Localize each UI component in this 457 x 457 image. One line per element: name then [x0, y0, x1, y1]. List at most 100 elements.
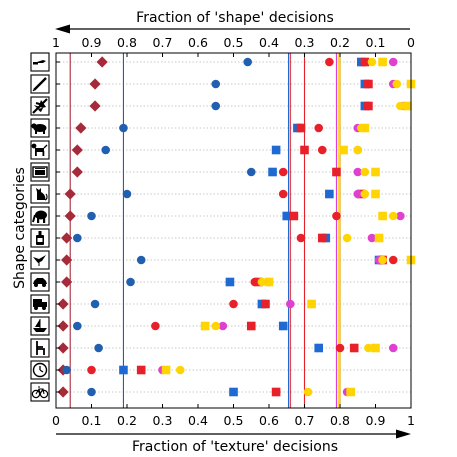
marker-darkblue-elephant — [87, 211, 96, 221]
marker-brown-car — [61, 276, 73, 288]
marker-blue-clock — [119, 365, 128, 375]
bottom-tick-label: 1 — [407, 413, 415, 428]
marker-brown-bicycle — [57, 386, 69, 398]
marker-red-circle-dog — [317, 145, 327, 155]
marker-red-square-pencil — [364, 79, 373, 89]
bottom-tick-label: 0 — [52, 413, 60, 428]
clock-icon — [30, 360, 50, 380]
bottom-tick-label: 0.4 — [188, 413, 208, 428]
marker-yellow-square-elephant — [378, 211, 387, 221]
marker-red-circle-boat — [151, 321, 160, 331]
bird-icon — [30, 250, 50, 270]
pencil-icon — [30, 74, 50, 94]
top-tick-label: 0.8 — [117, 35, 137, 50]
marker-yellow-circle-clock — [175, 365, 185, 375]
marker-red-circle-truck — [229, 299, 238, 309]
marker-yellow-square-clock — [161, 365, 171, 375]
top-tick-label: 0.3 — [295, 35, 315, 50]
bottom-axis-arrowhead — [396, 429, 411, 439]
top-tick-label: 0.2 — [330, 35, 350, 50]
marker-red-circle-oven — [278, 167, 288, 177]
marker-red-circle-bird — [388, 255, 398, 265]
truck-icon — [30, 294, 50, 314]
marker-blue-boat — [278, 321, 288, 331]
top-tick-label: 0.4 — [259, 35, 279, 50]
marker-brown-airplane — [89, 100, 101, 112]
marker-yellow-circle-elephant — [388, 211, 398, 221]
marker-red-square-bottle — [317, 233, 327, 243]
marker-brown-knife — [96, 56, 108, 68]
marker-darkblue-dog — [101, 145, 110, 155]
elephant-icon — [30, 206, 50, 226]
marker-brown-pencil — [89, 78, 101, 90]
marker-yellow-circle-knife — [367, 57, 377, 67]
marker-red-square-oven — [332, 167, 341, 177]
bear-icon — [30, 118, 50, 138]
marker-darkblue-bear — [119, 123, 128, 133]
marker-magenta-truck — [286, 299, 295, 309]
marker-blue-oven — [268, 167, 277, 177]
marker-brown-oven — [71, 166, 83, 178]
marker-magenta-knife — [388, 57, 398, 67]
top-axis-title: Fraction of 'shape' decisions — [136, 10, 334, 26]
chair-icon — [30, 338, 50, 358]
marker-blue-bicycle — [229, 387, 238, 397]
marker-red-square-elephant — [289, 211, 299, 221]
marker-brown-truck — [57, 298, 69, 310]
cat-icon — [30, 184, 50, 204]
marker-darkblue-bicycle — [87, 387, 96, 397]
marker-yellow-circle-boat — [211, 321, 221, 331]
y-axis-title: Shape categories — [12, 167, 28, 289]
marker-yellow-square-bear — [360, 123, 370, 133]
marker-brown-boat — [57, 320, 69, 332]
top-axis-arrowhead — [55, 24, 70, 34]
marker-brown-bear — [75, 122, 87, 134]
marker-darkblue-chair — [94, 343, 103, 353]
data-markers — [57, 56, 416, 398]
marker-yellow-circle-oven — [360, 167, 370, 177]
category-icons — [30, 52, 50, 402]
top-tick-label: 1 — [52, 35, 60, 50]
marker-blue-car — [225, 277, 235, 287]
marker-brown-dog — [71, 144, 83, 156]
top-tick-label: 0.9 — [82, 35, 102, 50]
marker-yellow-circle-car — [257, 277, 267, 287]
marker-magenta-chair — [388, 343, 398, 353]
marker-yellow-square-car — [264, 277, 274, 287]
marker-red-circle-knife — [325, 57, 334, 67]
top-tick-label: 0.5 — [224, 35, 244, 50]
marker-red-square-bicycle — [271, 387, 281, 397]
bottom-tick-label: 0.1 — [82, 413, 102, 428]
bottom-tick-label: 0.8 — [330, 413, 350, 428]
marker-red-square-truck — [261, 299, 270, 309]
marker-blue-dog — [271, 145, 281, 155]
top-axis-tick-labels: 1 0.9 0.8 0.7 0.6 0.5 0.4 0.3 0.2 0.1 0 — [52, 35, 415, 50]
marker-darkblue-bird — [136, 255, 146, 265]
marker-red-circle-clock — [87, 365, 96, 375]
marker-brown-cat — [64, 188, 76, 200]
marker-red-square-airplane — [364, 101, 373, 111]
marker-magenta-oven — [353, 167, 363, 177]
tick-marks — [55, 53, 412, 408]
marker-magenta-boat — [218, 321, 228, 331]
marker-darkblue-knife — [243, 57, 252, 67]
marker-red-circle-chair — [335, 343, 345, 353]
bottom-axis-tick-labels: 0 0.1 0.2 0.3 0.4 0.5 0.6 0.7 0.8 0.9 1 — [52, 413, 415, 428]
bottle-icon — [30, 228, 50, 248]
top-tick-label: 0.1 — [366, 35, 386, 50]
marker-yellow-circle-cat — [360, 189, 370, 199]
top-tick-label: 0.7 — [153, 35, 173, 50]
marker-darkblue-boat — [73, 321, 82, 331]
boat-icon — [30, 316, 50, 336]
marker-yellow-square-boat — [200, 321, 210, 331]
marker-yellow-square-truck — [307, 299, 316, 309]
marker-yellow-square-bottle — [374, 233, 384, 243]
bottom-tick-label: 0.7 — [295, 413, 315, 428]
marker-red-square-boat — [246, 321, 256, 331]
marker-darkblue-airplane — [211, 101, 221, 111]
marker-magenta-bottle — [367, 233, 377, 243]
marker-yellow-square-cat — [371, 189, 380, 199]
bottom-tick-label: 0.5 — [224, 413, 244, 428]
